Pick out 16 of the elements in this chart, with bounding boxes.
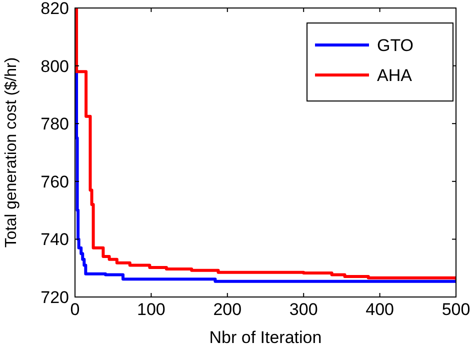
x-tick-label: 300 [289, 300, 318, 319]
x-tick-label: 400 [366, 300, 394, 319]
x-tick-label: 500 [442, 300, 470, 319]
y-tick-label: 800 [40, 56, 69, 76]
y-tick-label: 720 [40, 288, 69, 307]
x-tick-label: 200 [213, 300, 242, 319]
y-tick-label: 760 [40, 172, 69, 192]
legend-label: AHA [377, 66, 413, 85]
x-tick-label: 0 [70, 300, 80, 319]
y-tick-label: 780 [40, 114, 69, 134]
y-tick-label: 740 [40, 230, 69, 250]
y-tick-label: 820 [40, 0, 69, 18]
legend-label: GTO [377, 36, 414, 55]
x-axis-title: Nbr of Iteration [209, 328, 322, 347]
y-axis-title: Total generation cost ($/hr) [3, 57, 20, 248]
x-tick-label: 100 [137, 300, 166, 319]
